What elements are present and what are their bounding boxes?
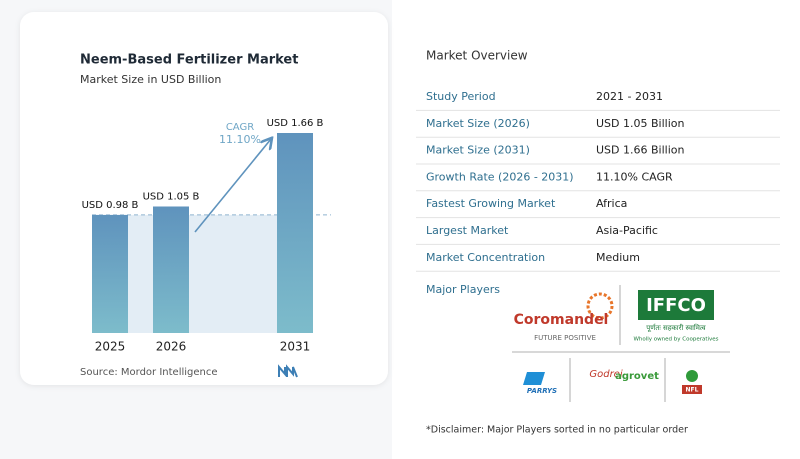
bar <box>153 206 189 333</box>
overview-panel <box>392 0 800 459</box>
row-label: Market Size (2026) <box>426 117 530 130</box>
value-label: USD 0.98 B <box>82 200 139 211</box>
player-logos: Coromandel FUTURE POSITIVE IFFCO पूर्णतः… <box>512 285 730 402</box>
nfl-logo: NFL <box>686 387 699 394</box>
reference-band <box>92 214 313 333</box>
coromandel-tagline: FUTURE POSITIVE <box>534 334 596 342</box>
cagr-label: CAGR <box>226 122 254 133</box>
row-value: USD 1.66 Billion <box>596 144 684 157</box>
chart-title: Neem-Based Fertilizer Market <box>80 53 298 68</box>
overview-title: Market Overview <box>426 49 528 63</box>
row-label: Study Period <box>426 90 496 103</box>
value-label: USD 1.66 B <box>267 118 324 129</box>
row-value: Medium <box>596 251 640 264</box>
row-value: 2021 - 2031 <box>596 90 663 103</box>
coromandel-icon <box>586 292 614 320</box>
parrys-logo: PARRYS <box>527 387 557 395</box>
row-value: Asia-Pacific <box>596 224 658 237</box>
row-value: Africa <box>596 197 627 210</box>
overview-table: Study Period 2021 - 2031 Market Size (2026… <box>416 90 780 272</box>
x-tick-label: 2025 <box>95 340 126 354</box>
disclaimer: *Disclaimer: Major Players sorted in no … <box>426 425 688 436</box>
agrovet-logo: agrovet <box>615 371 659 382</box>
nfl-box <box>682 385 702 394</box>
value-label: USD 1.05 B <box>143 191 200 202</box>
iffco-hindi: पूर्णतः सहकारी स्वामित्व <box>646 323 705 332</box>
chart-subtitle: Market Size in USD Billion <box>80 73 221 86</box>
godrej-logo: Godrej <box>589 369 622 380</box>
plot: USD 0.98 B 2025 USD 1.05 B 2026 USD 1.66 B 20… <box>82 118 331 354</box>
row-value: USD 1.05 Billion <box>596 117 684 130</box>
bar <box>92 214 128 333</box>
iffco-tagline: Wholly owned by Cooperatives <box>633 337 718 343</box>
bar <box>277 133 313 333</box>
iffco-logo: IFFCO <box>646 295 706 316</box>
x-tick-label: 2031 <box>280 340 311 354</box>
x-tick-label: 2026 <box>156 340 187 354</box>
row-label: Market Concentration <box>426 251 545 264</box>
iffco-box <box>638 290 714 320</box>
coromandel-logo: Coromandel <box>514 312 609 328</box>
row-label: Growth Rate (2026 - 2031) <box>426 170 574 183</box>
row-label: Market Size (2031) <box>426 144 530 157</box>
row-value: 11.10% CAGR <box>596 170 673 183</box>
row-label: Largest Market <box>426 224 509 237</box>
source: Source: Mordor Intelligence <box>80 367 218 378</box>
parrys-icon <box>523 372 545 385</box>
cagr-arrow <box>194 139 271 233</box>
cagr-value: 11.10% <box>219 133 261 146</box>
players-title: Major Players <box>426 283 500 296</box>
nfl-icon <box>686 370 698 382</box>
row-label: Fastest Growing Market <box>426 197 556 210</box>
mordor-logo <box>278 364 298 378</box>
